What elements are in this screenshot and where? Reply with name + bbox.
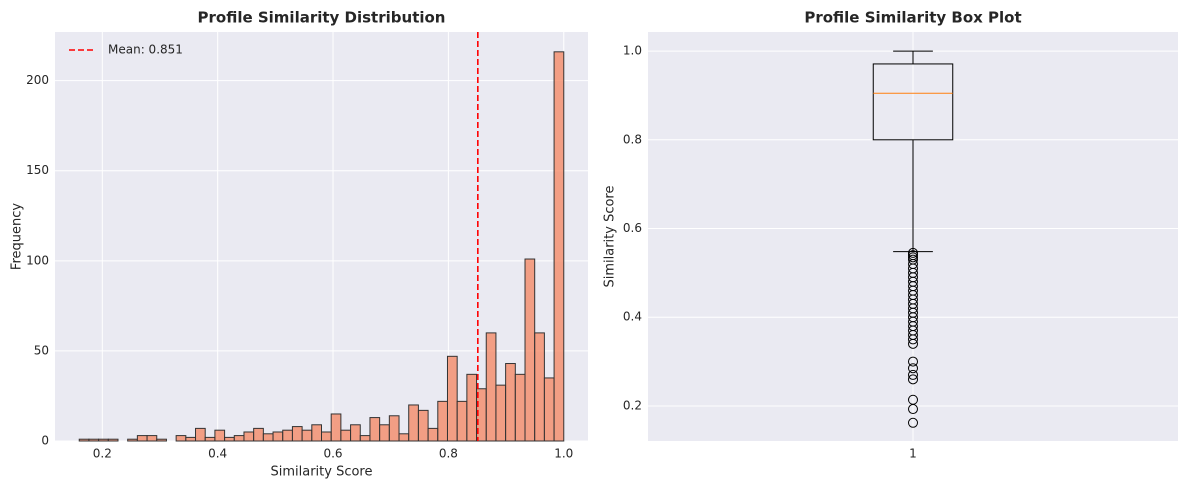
y-tick-label: 150 [26,163,49,177]
y-tick-label: 0.4 [623,310,642,324]
bar [398,433,410,442]
outlier [908,363,918,374]
bar [446,355,458,442]
outlier [908,252,918,263]
x-tick-label: 0.4 [208,447,227,461]
bar [146,435,158,442]
chart-title: Profile Similarity Distribution [198,9,446,27]
bar [553,51,565,442]
y-tick-label: 50 [34,343,49,357]
y-tick-label: 0.6 [623,221,642,235]
outlier [908,369,918,380]
plot-area [55,32,588,441]
outlier [908,356,918,367]
bar [156,438,167,442]
bar [359,435,371,442]
bar [524,258,536,442]
bar [340,429,352,442]
bar [514,373,526,442]
outlier [908,417,918,428]
y-axis-label: Frequency [10,203,25,270]
y-tick-label: 200 [26,73,49,87]
bar [243,431,255,442]
bar [301,429,313,442]
bar [505,363,516,442]
bar [427,427,439,442]
bar [534,332,545,442]
bar [282,429,293,442]
bar [408,404,419,442]
box [872,63,954,141]
x-tick-label: 0.2 [93,447,112,461]
y-tick-label: 0 [41,434,49,448]
bar [417,409,429,442]
bar [543,377,555,442]
outlier [908,404,918,415]
bar [175,435,187,442]
outlier [908,334,918,345]
bar [262,433,274,442]
bar [98,438,109,442]
y-tick-label: 0.2 [623,398,642,412]
bar [485,332,497,442]
x-tick-label: 0.6 [323,447,342,461]
bar [350,424,361,442]
x-tick-label: 0.8 [439,447,458,461]
bar [311,424,322,442]
legend-label: Mean: 0.851 [108,43,183,57]
outlier [908,374,918,385]
x-tick-label: 1 [909,447,917,461]
bar [107,438,119,442]
bar [136,435,148,442]
bar [78,438,90,442]
bar [369,417,381,442]
x-tick-label: 1.0 [554,447,573,461]
bar [233,435,245,442]
bar [388,415,400,442]
bar [437,400,448,442]
bar [456,400,468,442]
y-tick-label: 0.8 [623,132,642,146]
bar [88,438,100,442]
bar [321,431,332,442]
bar [272,431,284,442]
bar [204,436,216,442]
bar [127,438,138,442]
bar [330,413,342,442]
x-axis-label: Similarity Score [270,465,372,480]
bar [195,427,206,442]
bar [291,426,303,442]
chart-title: Profile Similarity Box Plot [804,9,1021,27]
bar [466,373,478,442]
y-tick-label: 1.0 [623,44,642,58]
bar [379,424,390,442]
bar [495,384,507,442]
outlier [908,338,918,349]
bar [214,429,226,442]
y-tick-label: 100 [26,253,49,267]
bar [185,436,197,442]
outlier [908,247,918,258]
bar [253,427,264,442]
y-axis-label: Similarity Score [603,185,618,287]
bar [224,436,235,442]
